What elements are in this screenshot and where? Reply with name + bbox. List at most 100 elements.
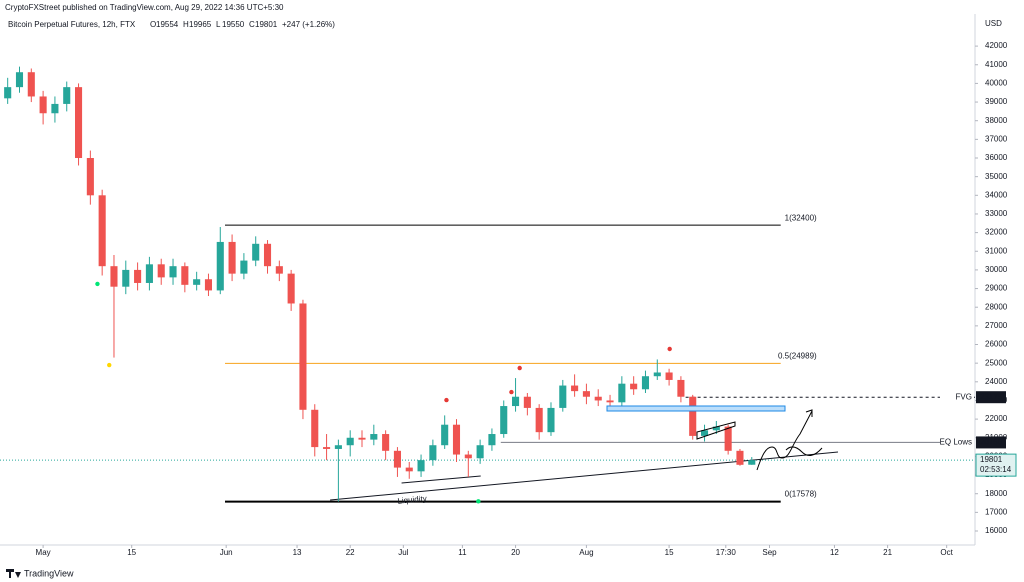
x-tick-label: Jul (398, 548, 408, 557)
x-tick-label: 15 (127, 548, 136, 557)
candle-body (618, 383, 626, 403)
candle-body (145, 264, 153, 283)
candle-body (677, 379, 685, 397)
x-tick-label: 21 (883, 548, 892, 557)
candle-body (358, 437, 366, 440)
candle-body (582, 391, 590, 397)
projection-path-2 (785, 446, 823, 456)
candle-body (641, 376, 650, 390)
level-label: 0(17578) (785, 490, 817, 499)
candle-body (630, 383, 638, 390)
ohlc-label: L (216, 20, 221, 29)
candle-body (606, 400, 614, 403)
y-tick-label: 18000 (985, 489, 1008, 498)
candle-body (500, 406, 508, 435)
candle-body (51, 103, 59, 114)
projection-arrow (805, 409, 813, 417)
candle-body (559, 385, 567, 408)
candle-body (547, 407, 555, 433)
y-tick-label: 25000 (985, 358, 1008, 367)
last-price-text: 19801 (980, 455, 1003, 464)
trendline-label: Liquidity (397, 494, 427, 506)
level-label: FVG (956, 392, 972, 401)
x-tick-label: Jun (220, 548, 233, 557)
ohlc-value: 19550 (222, 20, 245, 29)
flag-pattern (696, 421, 736, 440)
y-tick-label: 36000 (985, 153, 1008, 162)
candle-body (181, 266, 189, 285)
signal-marker (95, 281, 100, 287)
candle-body (323, 447, 331, 449)
y-tick-label: 40000 (985, 79, 1008, 88)
candle-body (393, 450, 401, 468)
candle-body (571, 385, 579, 392)
candle-body (700, 430, 709, 436)
candle-body (689, 396, 697, 436)
y-tick-label: 33000 (985, 209, 1008, 218)
ohlc-label: O (150, 20, 156, 29)
x-tick-label: Aug (579, 548, 593, 557)
price-tag-text: 20750 (980, 438, 1003, 447)
y-tick-label: 34000 (985, 190, 1008, 199)
candle-body (311, 409, 319, 448)
candle-body (63, 87, 71, 104)
level-label: EQ Lows (940, 438, 972, 447)
ohlc-value: 19965 (189, 20, 212, 29)
candle-body (240, 260, 248, 274)
candle-body (299, 303, 307, 410)
candle-body (275, 266, 283, 274)
candle-body (193, 279, 201, 285)
level-label: 0.5(24989) (778, 351, 817, 360)
signal-marker (476, 499, 481, 504)
candle-body (122, 269, 130, 287)
candle-body (216, 241, 224, 291)
x-tick-label: 20 (511, 548, 520, 557)
y-tick-label: 41000 (985, 60, 1008, 69)
y-tick-label: 42000 (985, 41, 1008, 50)
candle-body (27, 72, 35, 97)
signal-marker (667, 346, 672, 352)
candle-body (346, 437, 354, 446)
x-tick-label: 17:30 (716, 548, 737, 557)
candle-body (39, 96, 47, 114)
candle-body (712, 426, 720, 431)
ohlc-value: 19554 (156, 20, 179, 29)
candle-body (523, 396, 531, 408)
candle-body (98, 195, 106, 267)
price-tag-text: 23175 (980, 392, 1003, 401)
y-tick-label: 16000 (985, 526, 1008, 535)
x-tick-label: 15 (665, 548, 674, 557)
y-tick-label: 32000 (985, 228, 1008, 237)
x-tick-label: 12 (830, 548, 839, 557)
x-tick-label: 11 (458, 548, 467, 557)
level-label: 1(32400) (785, 213, 817, 222)
candle-body (429, 445, 437, 461)
ohlc-label: C (249, 20, 255, 29)
y-tick-label: 27000 (985, 321, 1008, 330)
price-tag (976, 436, 1006, 449)
signal-marker (509, 389, 514, 395)
y-tick-label: 38000 (985, 116, 1008, 125)
y-tick-label: 24000 (985, 377, 1008, 386)
candle-body (86, 158, 94, 196)
candle-body (724, 426, 732, 451)
candle-body (4, 87, 12, 99)
candle-body (263, 243, 272, 267)
y-tick-label: 28000 (985, 302, 1008, 311)
footer-brand: TradingView (24, 568, 74, 578)
y-tick-label: 30000 (985, 265, 1008, 274)
trendline (401, 475, 481, 484)
candle-body (452, 424, 461, 455)
signal-marker (444, 397, 449, 403)
last-price-tag (975, 453, 1017, 477)
candle-body (169, 266, 177, 278)
trendline (330, 451, 839, 501)
y-tick-label: 37000 (985, 134, 1008, 143)
x-tick-label: May (36, 548, 51, 557)
symbol: Bitcoin Perpetual Futures, 12h, FTX (8, 20, 136, 29)
candle-body (110, 266, 118, 287)
candle-body (417, 460, 425, 472)
level-label-bg (940, 436, 974, 449)
